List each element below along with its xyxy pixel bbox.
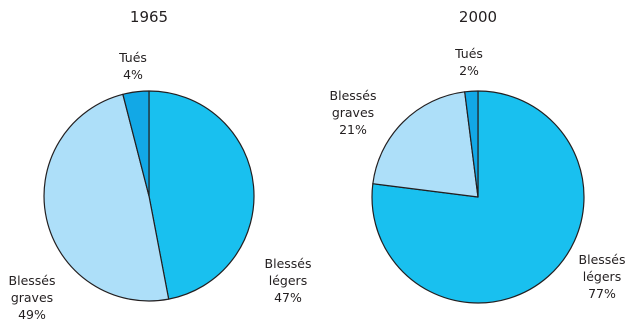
slice-label-blesses-graves: Blessés graves 21% xyxy=(330,88,377,137)
chart-title: 1965 xyxy=(130,8,168,26)
slice-label-tues: Tués 2% xyxy=(454,46,483,78)
pie-slice-blesses-graves xyxy=(43,93,170,302)
pie-chart-2000: 2000 Blessés légers 77% Blessés graves 21% Tués… xyxy=(330,8,626,304)
pie-slice-blesses-legers xyxy=(148,90,255,300)
pie-slice-blesses-graves xyxy=(372,91,479,198)
pie-slice-tues xyxy=(464,90,479,198)
slice-label-blesses-graves: Blessés graves 49% xyxy=(9,273,56,322)
chart-title: 2000 xyxy=(459,8,497,26)
pie-chart-1965: 1965 Blessés légers 47% Blessés graves 49% Tués… xyxy=(9,8,312,322)
slice-label-blesses-legers: Blessés légers 77% xyxy=(579,252,626,301)
slice-label-blesses-legers: Blessés légers 47% xyxy=(265,256,312,305)
slice-label-tues: Tués 4% xyxy=(118,50,147,82)
pie-slice-tues xyxy=(122,90,150,197)
